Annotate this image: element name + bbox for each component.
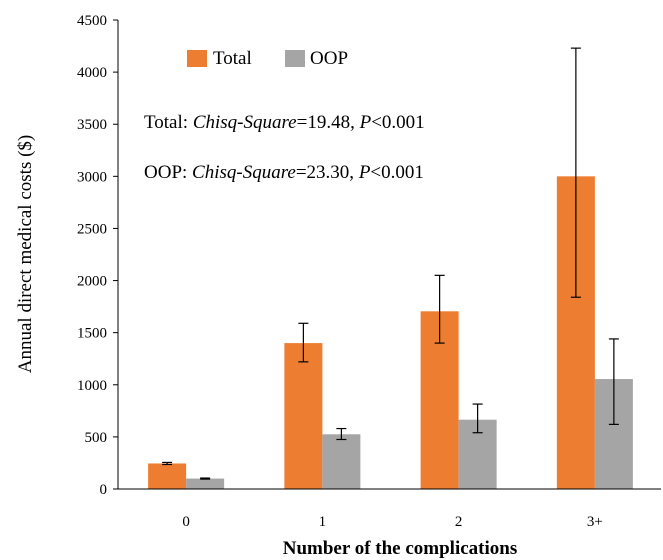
error-bars	[162, 47, 619, 480]
annotation-total-prefix: Total:	[144, 112, 193, 133]
annotation-oop-prefix: OOP:	[144, 162, 192, 183]
y-tick-label: 1000	[77, 378, 107, 394]
annotation-total-p: P	[359, 112, 372, 133]
x-axis-ticks: 0 1 2 3+	[182, 514, 602, 530]
legend-label-total: Total	[213, 48, 252, 69]
y-tick-label: 2500	[77, 221, 107, 237]
y-tick-label: 4000	[77, 65, 107, 81]
bar-oop-0	[186, 478, 225, 489]
annotation-oop-p-value: <0.001	[370, 162, 423, 183]
legend-swatch-total	[187, 50, 207, 67]
y-tick-label: 2000	[77, 274, 107, 290]
x-tick-label: 2	[455, 514, 463, 530]
legend-swatch-oop	[285, 50, 305, 67]
bar-total-0	[148, 463, 187, 489]
annotation-total-p-value: <0.001	[371, 112, 424, 133]
annotation-oop-p: P	[358, 162, 371, 183]
y-axis-ticks: 0 500 1000 1500 2000 2500 3000 3500 4000 4500	[77, 13, 118, 498]
y-tick-label: 4500	[77, 13, 107, 29]
y-tick-label: 0	[100, 482, 108, 498]
y-axis-title: Annual direct medical costs ($)	[15, 135, 36, 373]
x-tick-label: 1	[319, 514, 327, 530]
bars	[148, 176, 633, 490]
annotation-total-stat: Chisq-Square	[193, 112, 297, 133]
x-axis-title: Number of the complications	[283, 538, 518, 559]
annotation-oop: OOP: Chisq-Square=23.30, P<0.001	[144, 162, 424, 183]
legend-label-oop: OOP	[310, 48, 348, 69]
annotation-oop-stat: Chisq-Square	[192, 162, 296, 183]
annotation-oop-stat-value: =23.30,	[296, 162, 359, 183]
y-tick-label: 3000	[77, 169, 107, 185]
bar-total-1	[284, 343, 323, 489]
annotation-total-stat-value: =19.48,	[297, 112, 360, 133]
y-tick-label: 1500	[77, 326, 107, 342]
x-tick-label: 3+	[587, 514, 603, 530]
legend: Total OOP	[187, 48, 348, 69]
y-tick-label: 3500	[77, 117, 107, 133]
x-tick-label: 0	[182, 514, 190, 530]
bar-oop-1	[322, 434, 361, 489]
y-tick-label: 500	[85, 430, 108, 446]
annotation-total: Total: Chisq-Square=19.48, P<0.001	[144, 112, 425, 133]
